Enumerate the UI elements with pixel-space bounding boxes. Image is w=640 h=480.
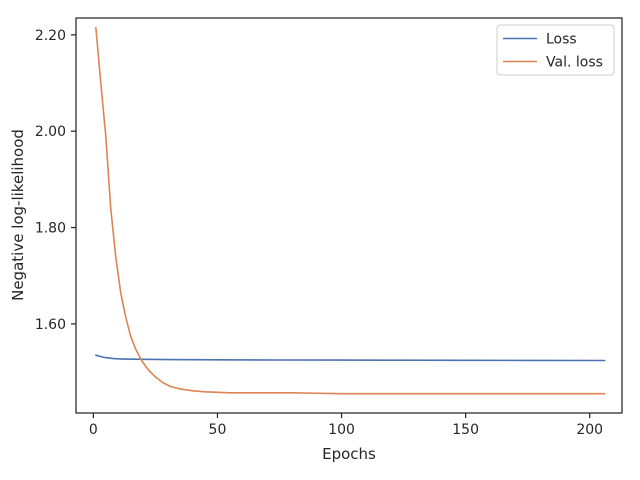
legend-label-loss: Loss [546,32,577,48]
y-tick-label: 1.80 [35,221,66,237]
y-axis-label: Negative log-likelihood [9,129,27,301]
ticks-layer: 0 50 100 150 200 1.60 1.80 2.00 2.20 [35,28,603,438]
y-tick-label: 2.20 [35,28,66,44]
x-tick-label: 0 [89,422,98,438]
series-line-val-loss [95,26,606,395]
legend-box [496,24,615,76]
x-tick-label: 150 [452,422,479,438]
x-tick-label: 200 [576,422,603,438]
plot-background [76,18,622,413]
legend-label-val-loss: Val. loss [546,55,603,71]
y-tick-label: 2.00 [35,124,66,140]
x-tick-label: 50 [209,422,227,438]
series-line-loss [95,354,606,362]
y-tick-label: 1.60 [35,317,66,333]
x-tick-label: 100 [328,422,355,438]
x-axis-label: Epochs [322,445,376,463]
plot-frame [75,17,623,414]
legend: Loss Val. loss [496,24,615,76]
series-layer [95,26,606,395]
